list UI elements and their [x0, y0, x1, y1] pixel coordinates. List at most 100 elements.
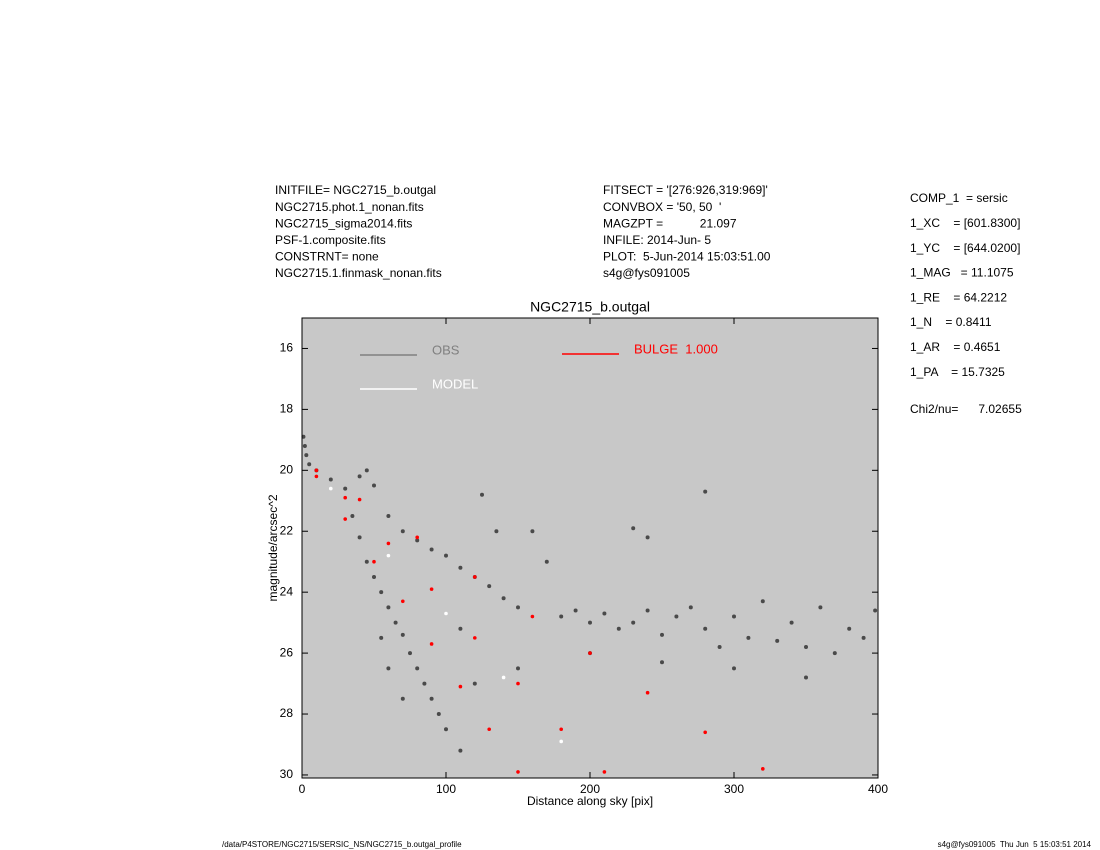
data-point — [804, 675, 808, 680]
data-point — [631, 526, 636, 531]
data-point — [343, 486, 348, 491]
data-point — [357, 474, 362, 479]
data-point — [761, 767, 765, 771]
data-point — [660, 660, 664, 665]
fit-parameter: 1_MAG = 11.1075 — [910, 266, 1014, 280]
data-point — [501, 675, 506, 680]
data-point — [400, 696, 405, 701]
header-middle-line: INFILE: 2014-Jun- 5 — [603, 233, 711, 247]
data-point — [302, 443, 307, 448]
legend-label: MODEL — [432, 376, 478, 391]
data-point — [400, 632, 405, 637]
data-point — [516, 605, 520, 610]
header-left-line: NGC2715.1.finmask_nonan.fits — [275, 266, 442, 280]
data-point — [429, 547, 434, 552]
plot-area — [302, 318, 878, 778]
data-point — [616, 626, 621, 631]
data-point — [458, 565, 463, 570]
data-point — [530, 529, 535, 534]
fit-parameter: 1_XC = [601.8300] — [910, 216, 1020, 230]
fit-parameter: 1_PA = 15.7325 — [910, 365, 1005, 379]
legend-label: BULGE 1.000 — [634, 341, 718, 356]
data-point — [444, 611, 448, 616]
header-middle-line: MAGZPT = 21.097 — [603, 216, 737, 230]
data-point — [436, 712, 441, 717]
data-point — [487, 584, 492, 589]
data-point — [458, 684, 463, 689]
data-point — [343, 517, 348, 521]
data-point — [357, 535, 362, 540]
data-point — [487, 727, 492, 732]
data-point — [645, 690, 650, 695]
data-point — [559, 727, 563, 732]
data-point — [861, 635, 866, 640]
data-point — [304, 453, 309, 458]
data-point — [328, 477, 333, 482]
x-axis-label: Distance along sky [pix] — [527, 794, 653, 808]
data-point — [501, 596, 506, 601]
data-point — [458, 626, 463, 631]
data-point — [364, 559, 369, 564]
data-point — [703, 626, 708, 631]
data-point — [357, 497, 362, 502]
fit-parameter: 1_YC = [644.0200] — [910, 241, 1020, 255]
data-point — [393, 620, 398, 625]
y-axis-label: magnitude/arcsec^2 — [266, 494, 280, 601]
data-point — [314, 474, 319, 479]
header-middle-line: FITSECT = '[276:926,319:969]' — [603, 183, 768, 197]
data-point — [847, 626, 852, 631]
data-point — [703, 489, 708, 494]
data-point — [379, 635, 384, 640]
data-point — [494, 529, 499, 534]
data-point — [760, 599, 765, 604]
footer-right: s4g@fys091005 Thu Jun 5 15:03:51 2014 — [938, 840, 1092, 849]
data-point — [350, 514, 355, 519]
data-point — [530, 614, 535, 619]
data-point — [364, 468, 369, 473]
legend-label: OBS — [432, 342, 460, 357]
header-middle-line: s4g@fys091005 — [603, 266, 690, 280]
data-point — [372, 559, 376, 564]
data-point — [472, 681, 477, 686]
data-point — [602, 611, 607, 616]
fit-parameter: COMP_1 = sersic — [910, 191, 1008, 205]
data-point — [631, 620, 636, 625]
data-point — [789, 620, 794, 625]
y-tick-label: 24 — [280, 584, 294, 598]
y-tick-label: 22 — [280, 523, 294, 537]
y-tick-label: 28 — [280, 706, 294, 720]
data-point — [746, 635, 751, 640]
data-point — [415, 535, 420, 540]
data-point — [717, 645, 722, 650]
y-tick-label: 30 — [280, 767, 294, 781]
data-point — [480, 492, 484, 497]
data-point — [660, 632, 664, 637]
data-point — [588, 620, 592, 625]
header-left-line: NGC2715.phot.1_nonan.fits — [275, 200, 424, 214]
data-point — [329, 486, 333, 491]
data-point — [732, 666, 736, 671]
data-point — [422, 681, 427, 686]
header-left-line: PSF-1.composite.fits — [275, 233, 386, 247]
data-point — [804, 645, 808, 650]
data-point — [386, 553, 391, 558]
data-point — [444, 553, 448, 558]
data-point — [818, 605, 823, 610]
data-point — [372, 483, 376, 488]
x-tick-label: 100 — [436, 782, 456, 796]
data-point — [516, 666, 520, 671]
data-point — [832, 651, 837, 656]
header-middle-line: CONVBOX = '50, 50 ' — [603, 200, 721, 214]
data-point — [588, 651, 592, 655]
data-point — [429, 642, 434, 646]
y-tick-label: 20 — [280, 462, 294, 476]
y-tick-label: 18 — [280, 402, 294, 416]
data-point — [372, 574, 376, 579]
data-point — [408, 651, 412, 656]
data-point — [415, 538, 420, 543]
data-point — [386, 605, 391, 610]
fit-parameter: 1_AR = 0.4651 — [910, 340, 1001, 354]
data-point — [544, 559, 549, 564]
